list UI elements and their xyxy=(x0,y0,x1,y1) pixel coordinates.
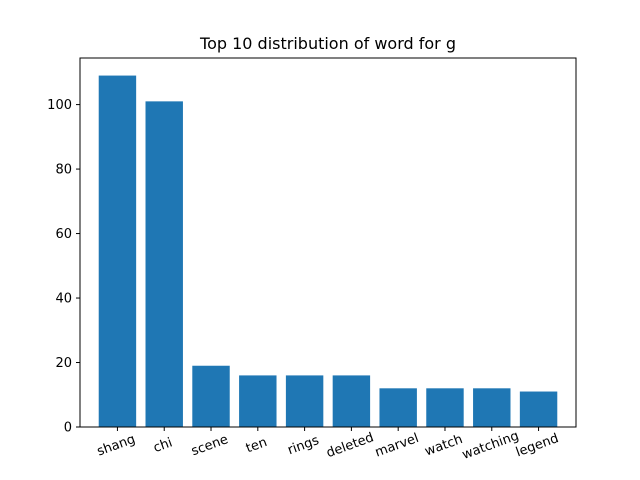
x-tick-label: marvel xyxy=(373,431,421,461)
x-tick-label: watch xyxy=(423,432,465,459)
y-tick-label: 80 xyxy=(55,163,72,178)
chart-title: Top 10 distribution of word for g xyxy=(199,34,456,53)
y-tick-label: 100 xyxy=(47,98,72,113)
bars-group xyxy=(98,75,558,428)
x-tick-label: rings xyxy=(286,433,322,458)
x-tick-label: watching xyxy=(460,429,521,463)
y-axis: 0 20 40 60 80 100 xyxy=(47,98,80,436)
x-tick-label: chi xyxy=(152,435,175,456)
y-tick-label: 40 xyxy=(55,292,72,307)
bar-deleted xyxy=(332,375,371,427)
x-tick-label: shang xyxy=(95,432,137,460)
bar-marvel xyxy=(379,388,417,427)
y-tick-label: 0 xyxy=(64,421,72,436)
bar-watching xyxy=(473,388,511,427)
x-tick-label: legend xyxy=(514,431,561,460)
x-tick-label: ten xyxy=(244,435,269,456)
bar-rings xyxy=(285,375,324,427)
bar-ten xyxy=(239,375,277,427)
x-tick-label: deleted xyxy=(325,430,376,461)
bar-chi xyxy=(145,101,183,428)
plot-frame xyxy=(79,57,577,428)
bar-legend xyxy=(519,391,558,427)
y-tick-label: 20 xyxy=(55,356,72,371)
bar-shang xyxy=(98,75,137,427)
bar-watch xyxy=(426,388,464,427)
bar-scene xyxy=(192,365,230,427)
y-tick-label: 60 xyxy=(55,227,72,242)
x-tick-label: scene xyxy=(189,432,230,459)
